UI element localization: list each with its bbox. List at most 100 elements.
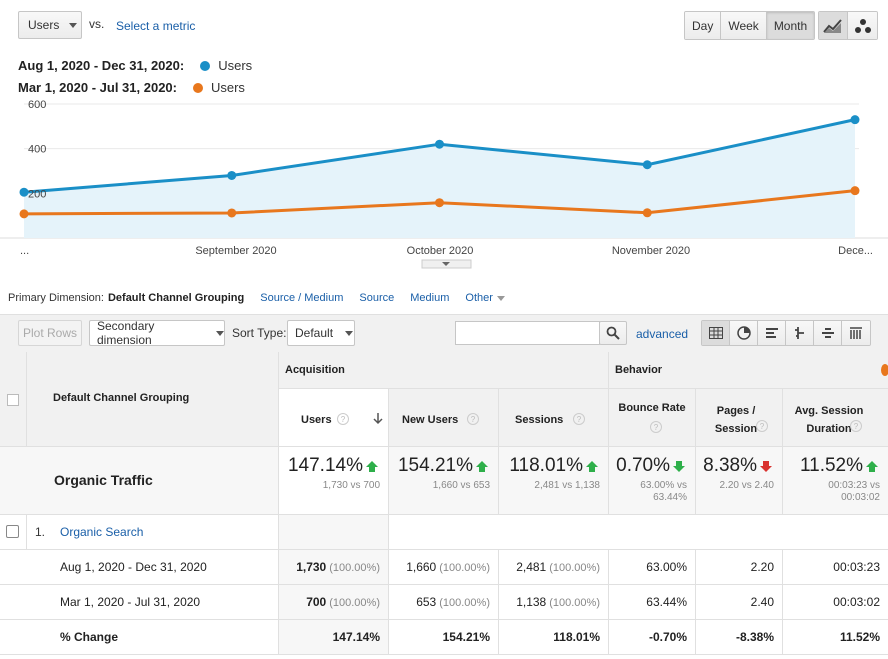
arrow-up-green-icon: [476, 460, 488, 472]
help-icon[interactable]: ?: [467, 413, 479, 425]
column-header-users[interactable]: Users ?: [279, 389, 389, 447]
column-header-new-users[interactable]: New Users ?: [389, 389, 499, 447]
data-point[interactable]: [642, 208, 652, 218]
x-tick-label: November 2020: [612, 245, 690, 257]
cell-value-wrap: 2.20: [751, 560, 774, 574]
cell-value-wrap: 63.00%: [646, 560, 687, 574]
line-chart-button[interactable]: [819, 12, 848, 39]
search-button[interactable]: [599, 321, 627, 345]
arrow-up-green-icon: [866, 460, 878, 472]
line-chart-icon: [823, 18, 842, 33]
day-button[interactable]: Day: [685, 12, 722, 39]
metric-dropdown[interactable]: Users: [18, 11, 82, 39]
summary-avg-session-duration: 11.52% 00:03:23 vs 00:03:02: [783, 447, 888, 515]
data-point[interactable]: [227, 170, 237, 180]
plot-rows-button[interactable]: Plot Rows: [18, 320, 82, 346]
summary-pages-session-change: 8.38%: [696, 455, 778, 477]
subrow-label: Mar 1, 2020 - Jul 31, 2020: [60, 595, 201, 609]
row-checkbox[interactable]: [6, 525, 19, 538]
data-point[interactable]: [19, 187, 29, 197]
week-button[interactable]: Week: [721, 12, 767, 39]
dimension-header-label: Default Channel Grouping: [53, 392, 190, 404]
column-header-sessions[interactable]: Sessions ?: [499, 389, 609, 447]
sort-type-dropdown[interactable]: Default: [287, 320, 355, 346]
cell-value-wrap: 00:03:23: [833, 560, 880, 574]
column-bounce-rate-label: Bounce Rate: [618, 402, 686, 414]
cell-new-users: 154.21%: [389, 620, 499, 655]
data-point[interactable]: [435, 139, 444, 149]
dimension-source[interactable]: Source: [359, 292, 395, 304]
column-header-pages-session[interactable]: Pages / Session ?: [696, 389, 783, 447]
row-index: 1.: [35, 525, 46, 539]
table-search-input[interactable]: [455, 321, 600, 345]
cell-value-wrap: 00:03:02: [833, 595, 880, 609]
help-icon[interactable]: ?: [756, 420, 768, 432]
table-view-button[interactable]: [702, 321, 730, 345]
column-avg-session-duration-label: Avg. Session Duration: [794, 405, 864, 435]
dimension-default-channel-grouping[interactable]: Default Channel Grouping: [107, 292, 245, 304]
percent-change-value: 154.21%: [397, 455, 473, 476]
data-point[interactable]: [227, 208, 237, 218]
comparison-view-icon: [794, 327, 804, 339]
cell-pages-session: 2.20: [696, 550, 783, 585]
motion-chart-button[interactable]: [848, 12, 877, 39]
column-header-bounce-rate[interactable]: Bounce Rate ?: [609, 389, 696, 447]
percent-change-value: 118.01%: [509, 455, 583, 476]
data-point[interactable]: [850, 115, 860, 125]
chevron-down-icon: [496, 295, 505, 301]
help-icon[interactable]: ?: [650, 421, 662, 433]
cell-value-wrap: 653 (100.00%): [416, 595, 490, 609]
cell-value-wrap: 2,481 (100.00%): [516, 560, 600, 574]
cell-avg-session-duration: 00:03:23: [783, 550, 888, 585]
help-icon[interactable]: ?: [573, 413, 585, 425]
chevron-down-icon: [69, 22, 78, 28]
dimension-header[interactable]: Default Channel Grouping: [27, 352, 279, 447]
organic-search-blank-right: [389, 515, 888, 550]
advanced-filter-link[interactable]: advanced: [636, 327, 689, 341]
dimension-other[interactable]: Other: [465, 292, 505, 304]
dimension-medium[interactable]: Medium: [410, 292, 450, 304]
pie-view-icon: [736, 326, 751, 340]
table-view-icon: [708, 327, 723, 339]
month-button[interactable]: Month: [766, 12, 815, 39]
performance-view-button[interactable]: [758, 321, 786, 345]
data-point[interactable]: [19, 209, 29, 219]
cell-sessions: 118.01%: [499, 620, 609, 655]
cell-value-wrap: 2.40: [751, 595, 774, 609]
cell-sessions: 1,138 (100.00%): [499, 585, 609, 620]
term-cloud-icon: [821, 328, 834, 338]
summary-bounce-rate: 0.70% 63.00% vs 63.44%: [609, 447, 696, 515]
cell-bounce-rate: 63.44%: [609, 585, 696, 620]
subrow-label-cell: % Change: [0, 620, 279, 655]
summary-pages-session: 8.38% 2.20 vs 2.40: [696, 447, 783, 515]
comparison-view-button[interactable]: [786, 321, 814, 345]
pie-view-button[interactable]: [730, 321, 758, 345]
data-point[interactable]: [850, 186, 860, 196]
help-icon[interactable]: ?: [337, 413, 349, 425]
organic-search-link[interactable]: Organic Search: [60, 525, 144, 539]
data-point[interactable]: [435, 198, 444, 208]
cell-value-wrap: 1,730 (100.00%): [296, 560, 380, 574]
x-tick-label: ...: [20, 245, 29, 257]
data-point[interactable]: [642, 160, 652, 170]
select-metric-link[interactable]: Select a metric: [116, 19, 196, 33]
select-all-checkbox[interactable]: [7, 394, 19, 406]
cell-value: 2.20: [750, 560, 774, 574]
line-chart: 600 400 200... September 2020 October 2020 No…: [0, 100, 888, 269]
help-icon[interactable]: ?: [850, 420, 862, 432]
cell-value-wrap: 147.14%: [333, 630, 380, 644]
cell-value: -0.70%: [648, 630, 687, 644]
term-cloud-button[interactable]: [814, 321, 842, 345]
subrow-label: % Change: [60, 630, 119, 644]
cell-value-wrap: -8.38%: [736, 630, 774, 644]
column-header-avg-session-duration[interactable]: Avg. Session Duration ?: [783, 389, 888, 447]
secondary-dimension-dropdown[interactable]: Secondary dimension: [89, 319, 225, 347]
column-users-label: Users: [301, 414, 332, 426]
legend-previous-metric: Users: [210, 80, 245, 95]
dimension-source-medium[interactable]: Source / Medium: [260, 292, 344, 304]
pivot-view-button[interactable]: [842, 321, 870, 345]
summary-users-change: 147.14%: [279, 455, 384, 477]
summary-avg-session-duration-comparison: 00:03:23 vs 00:03:02: [828, 480, 880, 503]
sort-descending-icon[interactable]: [373, 413, 383, 425]
cell-percent-of-total: (100.00%): [549, 597, 600, 609]
